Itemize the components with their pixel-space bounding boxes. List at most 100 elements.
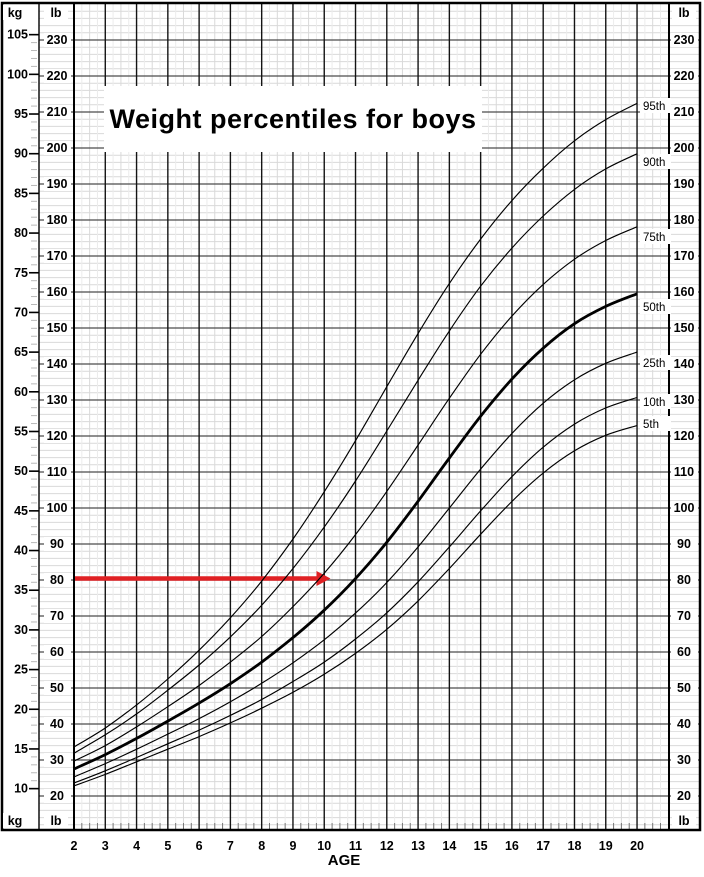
label-backdrop [640,98,671,113]
age-axis-tick-label: 3 [102,839,109,853]
label-backdrop [671,285,698,299]
label-backdrop [640,416,671,431]
label-backdrop [671,33,698,47]
label-backdrop [640,355,671,370]
percentile-curve-25th [73,351,638,778]
label-backdrop [3,813,27,828]
kg-unit-header: kg [8,6,23,20]
label-backdrop [672,813,696,828]
label-backdrop [44,717,71,731]
lb-right-axis-tick-label: 60 [677,645,691,659]
lb-right-axis-tick-label: 100 [674,501,695,515]
kg-axis-tick-label: 40 [14,544,28,558]
chart-title: Weight percentiles for boys [109,103,477,134]
label-backdrop [671,645,698,659]
age-axis-tick-label: 19 [599,839,613,853]
lb-right-axis-tick-label: 190 [674,177,695,191]
label-backdrop [44,465,71,479]
percentile-curve-10th [73,396,638,784]
lb-left-axis-tick-label: 130 [47,393,68,407]
kg-axis-tick-label: 85 [14,186,28,200]
label-backdrop [44,285,71,299]
lb-left-axis-tick-label: 70 [50,609,64,623]
label-backdrop [44,5,68,20]
kg-axis-tick-label: 70 [14,305,28,319]
kg-axis-tick-label: 95 [14,107,28,121]
lb-left-axis-tick-label: 220 [47,69,68,83]
label-backdrop [44,69,71,83]
lb-left-axis-tick-label: 200 [47,141,68,155]
age-axis-tick-label: 6 [196,839,203,853]
lb-left-axis-tick-label: 180 [47,213,68,227]
kg-axis-tick-label: 60 [14,385,28,399]
kg-axis-tick-label: 65 [14,345,28,359]
percentile-label-75th: 75th [643,232,665,244]
kg-axis-tick-label: 45 [14,504,28,518]
age-axis-tick-label: 2 [71,839,78,853]
kg-axis-tick-label: 35 [14,583,28,597]
label-backdrop [671,789,698,803]
label-backdrop [640,154,671,169]
age-axis-tick-label: 16 [505,839,519,853]
lb-right-axis-tick-label: 170 [674,249,695,263]
lb-left-axis-tick-label: 210 [47,105,68,119]
lb-left-axis-tick-label: 20 [50,789,64,803]
label-backdrop [3,5,27,20]
lb-left-axis-tick-label: 110 [47,465,67,479]
label-backdrop [671,141,698,155]
age-axis-tick-label: 8 [258,839,265,853]
lb-left-axis-tick-label: 30 [50,753,64,767]
lb-right-axis-tick-label: 150 [674,321,695,335]
percentile-label-5th: 5th [643,419,659,431]
label-backdrop [44,105,71,119]
lb-left-axis-tick-label: 40 [50,717,64,731]
label-backdrop [44,789,71,803]
lb-left-axis-tick-label: 140 [47,357,68,371]
kg-axis-tick-label: 80 [14,226,28,240]
kg-axis-tick-label: 105 [7,28,28,42]
age-axis-tick-label: 4 [133,839,140,853]
label-backdrop [671,573,698,587]
percentile-label-50th: 50th [643,302,665,314]
kg-axis-tick-label: 25 [14,663,28,677]
label-backdrop [672,5,696,20]
label-backdrop [44,393,71,407]
lb-left-axis-tick-label: 160 [47,285,68,299]
lb-left-axis-tick-label: 190 [47,177,68,191]
age-axis-tick-label: 9 [289,839,296,853]
kg-axis-tick-label: 90 [14,147,28,161]
label-backdrop [44,33,71,47]
lb-right-axis-tick-label: 50 [677,681,691,695]
label-backdrop [671,393,698,407]
percentile-label-10th: 10th [643,397,665,409]
kg-axis-tick-label: 55 [14,424,28,438]
label-backdrop [671,609,698,623]
percentile-curve-50th [73,292,638,771]
label-backdrop [671,537,698,551]
lb-left-axis-tick-label: 120 [47,429,68,443]
percentile-curve-95th [73,102,638,748]
age-axis-tick-label: 20 [630,839,644,853]
lb-right-axis-tick-label: 20 [677,789,691,803]
lb-unit-header: lb [678,814,689,828]
lb-right-axis-tick-label: 140 [674,357,695,371]
label-backdrop [671,357,698,371]
lb-left-axis-tick-label: 230 [47,33,68,47]
kg-axis-tick-label: 75 [14,266,28,280]
label-backdrop [671,249,698,263]
label-backdrop [44,429,71,443]
annotation-arrow-head [316,571,331,586]
label-backdrop [671,681,698,695]
label-backdrop [44,141,71,155]
label-backdrop [44,681,71,695]
lb-right-axis-tick-label: 30 [677,753,691,767]
lb-left-axis-tick-label: 90 [50,537,64,551]
label-backdrop [44,249,71,263]
age-axis-tick-label: 7 [227,839,234,853]
label-backdrop [671,501,698,515]
age-axis-tick-label: 14 [442,839,456,853]
kg-axis-tick-label: 20 [14,702,28,716]
chart-frame [0,1,702,832]
lb-right-axis-tick-label: 80 [677,573,691,587]
age-axis-tick-label: 15 [474,839,488,853]
